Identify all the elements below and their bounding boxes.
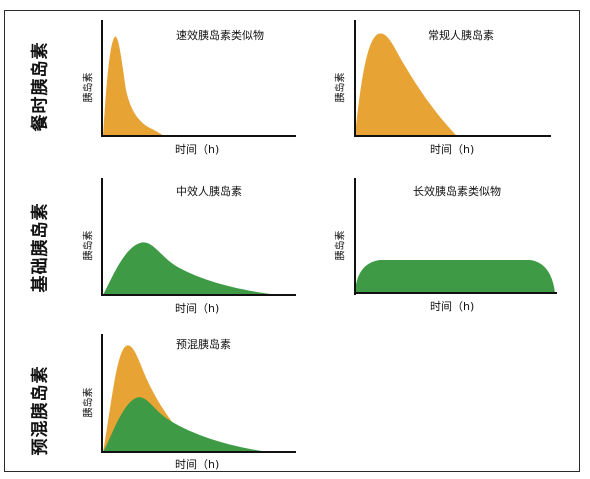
x-label-rapid-acting: 时间（h) — [175, 143, 220, 156]
curve-premixed-green — [103, 397, 268, 452]
panel-title-rapid-acting: 速效胰岛素类似物 — [176, 29, 264, 42]
x-label-regular-human: 时间（h) — [430, 143, 475, 156]
x-label-premixed: 时间（h) — [175, 458, 220, 471]
curve-long-acting — [355, 260, 555, 293]
curve-regular-human — [355, 33, 457, 137]
x-label-intermediate: 时间（h) — [175, 302, 220, 315]
panel-title-long-acting: 长效胰岛素类似物 — [413, 185, 501, 198]
figure-frame — [4, 10, 580, 472]
curve-intermediate — [103, 242, 278, 295]
panel-title-intermediate: 中效人胰岛素 — [176, 185, 242, 198]
panel-title-regular-human: 常规人胰岛素 — [428, 29, 494, 42]
x-label-long-acting: 时间（h) — [430, 300, 475, 313]
panel-title-premixed: 预混胰岛素 — [176, 338, 231, 351]
curve-rapid-acting — [103, 36, 164, 136]
